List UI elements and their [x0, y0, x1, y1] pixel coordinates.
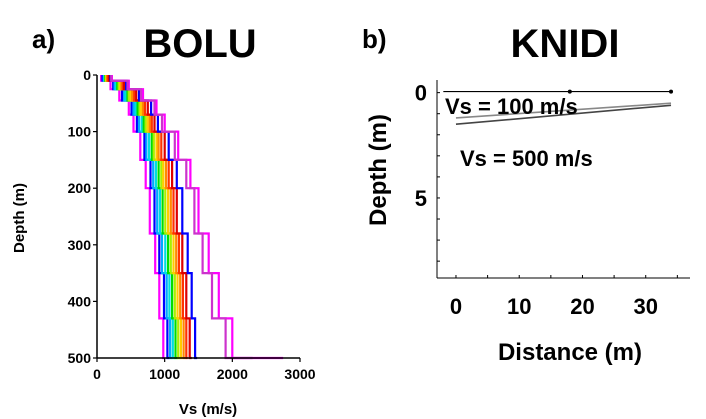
- panel-b-xtick-3: 30: [633, 294, 657, 319]
- panel-a-ytick-1: 100: [68, 124, 92, 140]
- panel-b-ytick-0: 0: [415, 81, 427, 106]
- interface-line-2: [455, 102, 672, 119]
- panel-a-ytick-0: 0: [83, 67, 91, 83]
- panel-a-ylabel: Depth (m): [11, 183, 28, 253]
- panel-a-ytick-2: 200: [68, 180, 92, 196]
- surface-marker-1: [669, 89, 674, 94]
- panel-b-ylabel: Depth (m): [365, 114, 392, 226]
- annotation-vs-500: Vs = 500 m/s: [460, 146, 593, 171]
- panel-a-xlabel: Vs (m/s): [179, 401, 237, 418]
- panel-a-ytick-4: 400: [68, 293, 92, 309]
- panel-a-xtick-2: 2000: [217, 366, 248, 382]
- panel-b-label: b): [362, 24, 387, 54]
- panel-b-title: KNIDI: [511, 22, 620, 66]
- panel-b-plot: 0 5 0 10 20 30 Vs = 100 m/s Vs = 500 m/s: [415, 80, 690, 319]
- panel-a-xtick-1: 1000: [149, 366, 180, 382]
- interface-line-1: [455, 104, 672, 126]
- panel-a-ytick-3: 300: [68, 237, 92, 253]
- panel-b-xtick-1: 10: [507, 294, 531, 319]
- panel-a-title: BOLU: [143, 22, 256, 66]
- panel-a-xtick-0: 0: [93, 366, 101, 382]
- panel-b-xtick-0: 0: [450, 294, 462, 319]
- panel-b-xlabel: Distance (m): [498, 339, 642, 366]
- panel-b-xtick-2: 20: [570, 294, 594, 319]
- panel-b-ytick-1: 5: [415, 186, 427, 211]
- panel-a-label: a): [32, 24, 55, 54]
- profile-line-12: [110, 75, 253, 360]
- panel-a-xtick-3: 3000: [284, 366, 315, 382]
- surface-marker-0: [567, 89, 572, 94]
- annotation-vs-100: Vs = 100 m/s: [445, 94, 578, 119]
- panel-a-ytick-5: 500: [68, 350, 92, 366]
